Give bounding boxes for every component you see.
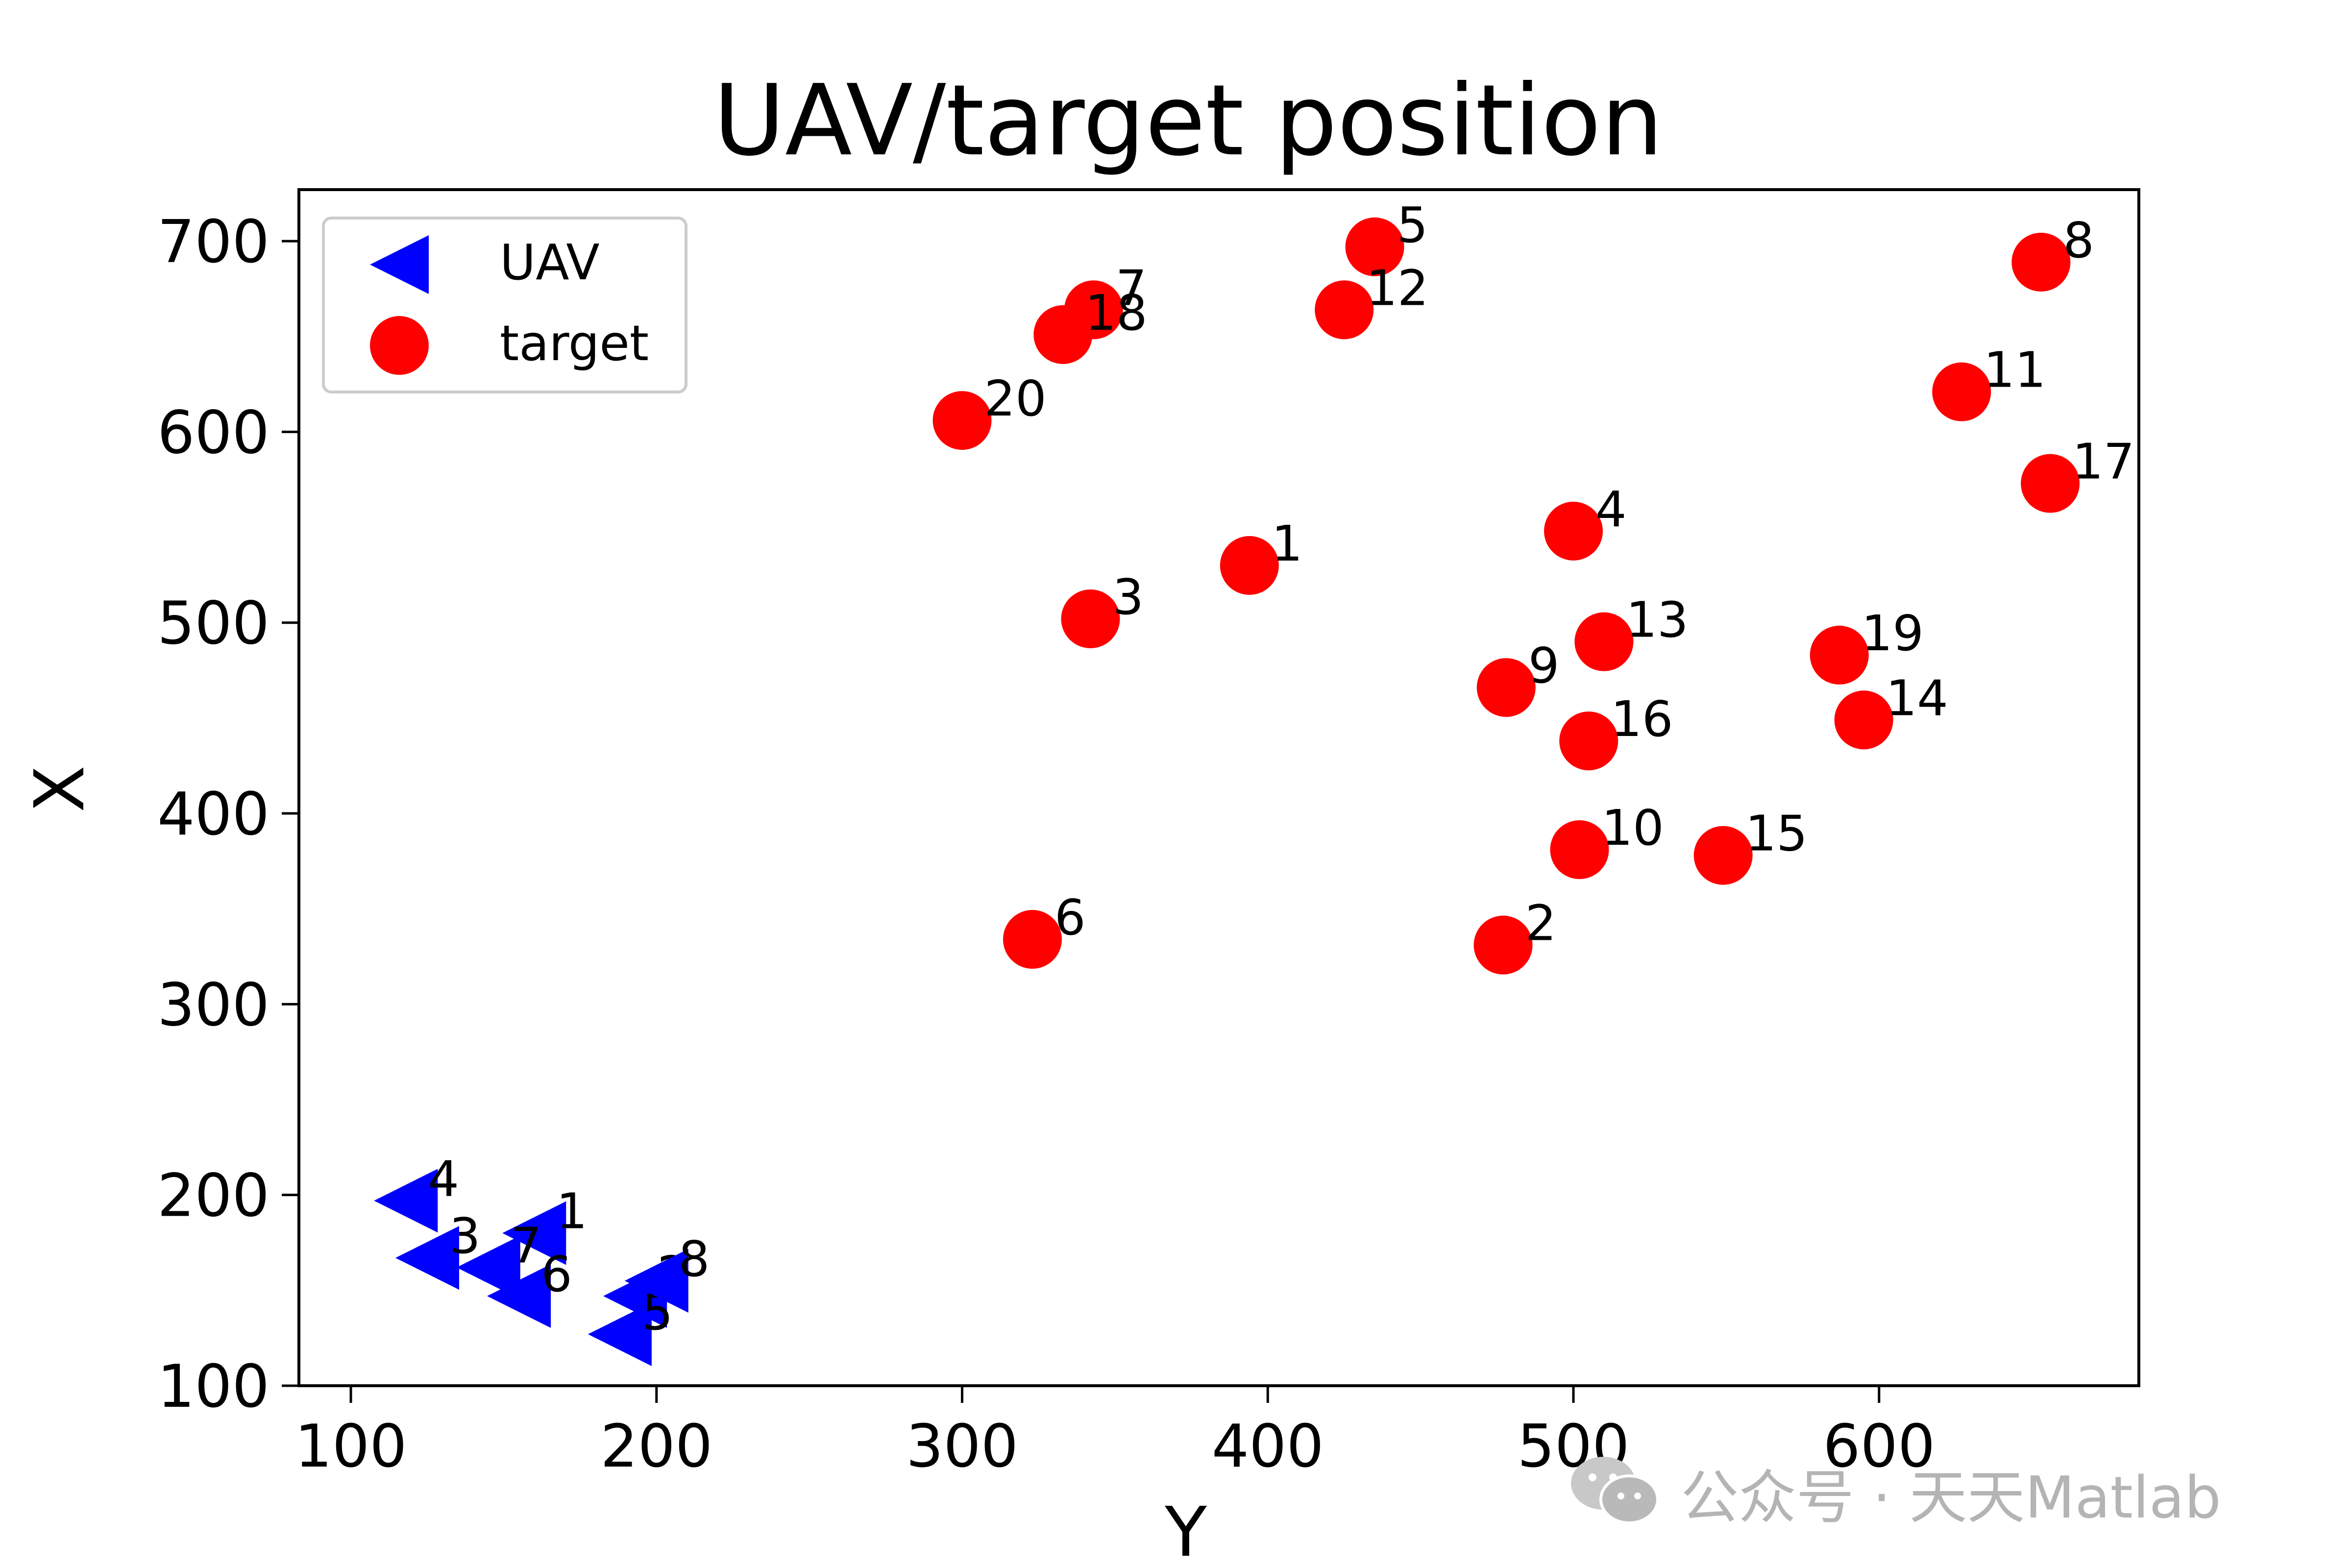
target-point-label: 15 <box>1745 805 1808 862</box>
target-marker <box>1810 625 1869 685</box>
legend-target-label: target <box>500 315 649 372</box>
target-point-label: 12 <box>1366 259 1428 317</box>
uav-point-label: 6 <box>541 1246 572 1303</box>
x-axis-label: Y <box>1164 1493 1207 1568</box>
y-tick-label: 500 <box>157 590 270 658</box>
target-marker <box>1559 711 1618 771</box>
y-tick-label: 400 <box>157 781 270 849</box>
target-marker <box>1003 910 1062 969</box>
x-tick-label: 600 <box>1823 1413 1935 1481</box>
target-point-label: 17 <box>2072 433 2134 490</box>
y-tick-label: 200 <box>157 1162 270 1230</box>
target-marker <box>1220 536 1279 595</box>
target-marker <box>1693 826 1753 885</box>
y-tick-label: 700 <box>157 208 270 276</box>
x-tick-label: 200 <box>600 1413 712 1481</box>
target-marker <box>932 391 992 450</box>
x-axis: 100 200 300 400 500 600 <box>295 1386 1935 1481</box>
data-points: 123456781234567891011121314151617181920 <box>374 196 2134 1366</box>
y-tick-label: 100 <box>157 1353 270 1421</box>
target-point-label: 13 <box>1626 591 1688 649</box>
uav-point-label: 4 <box>428 1150 459 1207</box>
uav-point-label: 1 <box>556 1183 588 1240</box>
target-marker <box>1473 915 1533 975</box>
uav-marker <box>502 1201 566 1265</box>
y-tick-label: 600 <box>157 399 270 467</box>
y-axis: 100 200 300 400 500 600 700 <box>157 208 299 1421</box>
legend-target-marker <box>370 316 429 375</box>
y-axis-label: X <box>20 765 100 812</box>
uav-marker <box>456 1235 520 1299</box>
target-point-label: 14 <box>1886 669 1948 727</box>
x-tick-label: 300 <box>906 1413 1018 1481</box>
legend-uav-marker <box>370 235 429 294</box>
target-marker <box>1932 362 1991 421</box>
target-marker <box>1345 217 1404 276</box>
plot-frame <box>297 188 2140 1387</box>
target-point-label: 20 <box>984 370 1047 427</box>
plot-area <box>297 188 2140 1387</box>
uav-marker <box>374 1169 438 1233</box>
y-tick-label: 300 <box>157 971 270 1039</box>
target-point-label: 3 <box>1113 568 1144 626</box>
uav-point-label: 8 <box>679 1230 710 1288</box>
chart-title: UAV/target position <box>713 64 1663 178</box>
target-point-label: 11 <box>1984 342 2046 399</box>
target-marker <box>1834 690 1893 750</box>
legend: UAV target <box>322 217 687 393</box>
target-point-label: 4 <box>1595 481 1627 538</box>
target-marker <box>1061 589 1120 648</box>
target-point-label: 10 <box>1602 799 1664 857</box>
target-marker <box>2011 232 2071 292</box>
wechat-icon <box>1571 1457 1659 1524</box>
target-marker <box>1476 658 1536 717</box>
target-marker <box>1550 820 1609 880</box>
target-marker <box>1574 612 1634 671</box>
uav-marker <box>395 1226 459 1290</box>
uav-point-label: 7 <box>511 1217 542 1274</box>
target-point-label: 18 <box>1085 284 1147 342</box>
target-point-label: 9 <box>1528 637 1560 694</box>
target-point-label: 7 <box>1116 259 1147 317</box>
uav-marker <box>624 1249 688 1313</box>
target-point-label: 5 <box>1397 196 1428 254</box>
target-point-label: 2 <box>1525 895 1557 952</box>
target-marker <box>1544 501 1603 561</box>
uav-point-label: 3 <box>449 1207 481 1265</box>
target-point-label: 19 <box>1862 605 1924 662</box>
target-marker <box>1033 305 1093 364</box>
target-point-label: 8 <box>2063 212 2094 269</box>
target-point-label: 16 <box>1611 690 1673 748</box>
target-point-label: 1 <box>1272 515 1303 572</box>
legend-uav-label: UAV <box>500 234 600 291</box>
x-tick-label: 100 <box>295 1413 407 1481</box>
watermark-text: 公众号 · 天天Matlab <box>1681 1464 2221 1531</box>
target-marker <box>1315 280 1374 340</box>
target-marker <box>2021 454 2080 513</box>
target-point-label: 6 <box>1054 889 1086 946</box>
uav-marker <box>588 1302 652 1366</box>
x-tick-label: 400 <box>1212 1413 1324 1481</box>
